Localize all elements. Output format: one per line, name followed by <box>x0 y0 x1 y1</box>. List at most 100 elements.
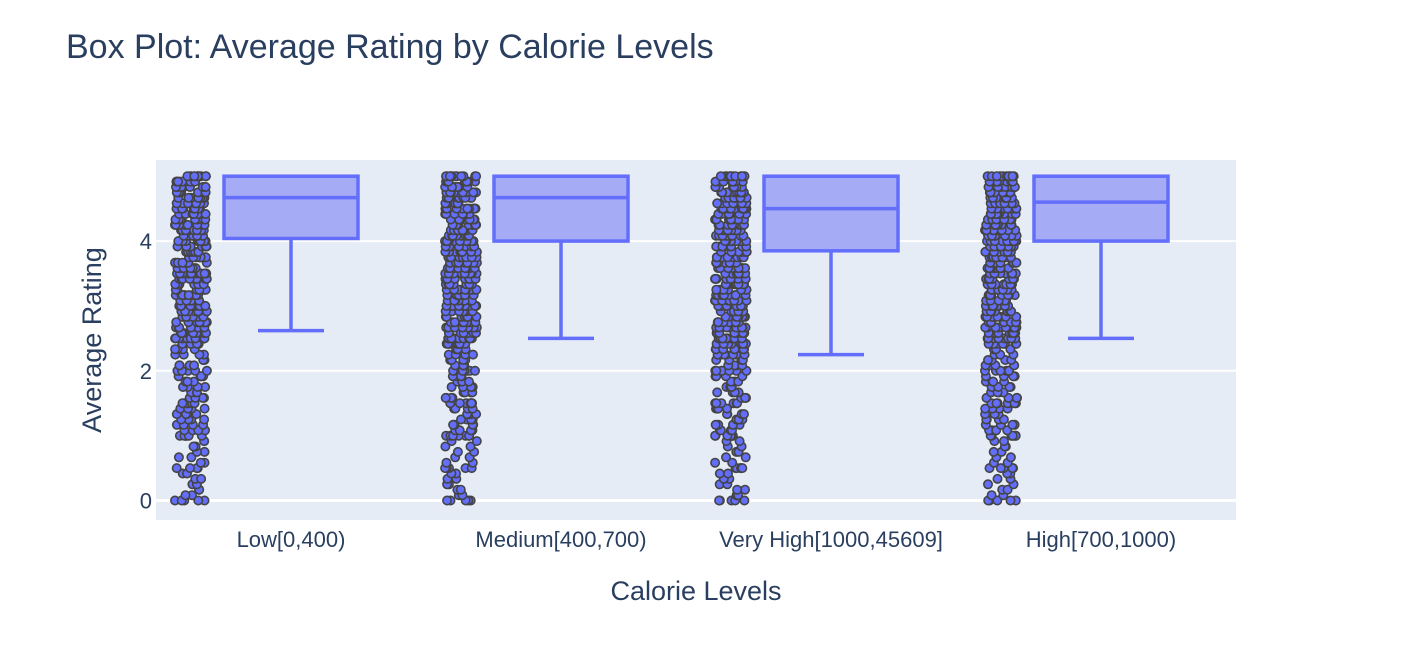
data-point <box>193 495 204 506</box>
data-point <box>988 376 999 387</box>
data-point <box>991 171 1002 182</box>
data-point <box>710 273 721 284</box>
data-point <box>986 490 997 501</box>
data-point <box>713 317 724 328</box>
data-point <box>177 257 188 268</box>
data-point <box>982 354 993 365</box>
y-tick-label: 0 <box>140 489 152 514</box>
data-point <box>712 198 723 209</box>
data-point <box>1007 171 1018 182</box>
data-point <box>456 171 467 182</box>
point-strip <box>439 171 482 506</box>
data-point <box>455 414 466 425</box>
data-point <box>732 484 743 495</box>
data-point <box>444 171 455 182</box>
data-point <box>177 398 188 409</box>
boxes <box>222 174 1170 357</box>
data-point <box>182 376 193 387</box>
data-point <box>988 446 999 457</box>
data-point <box>467 349 478 360</box>
data-point <box>183 290 194 301</box>
data-point <box>196 473 207 484</box>
data-point <box>712 387 723 398</box>
data-point <box>465 441 476 452</box>
data-point <box>471 171 482 182</box>
y-tick-label: 2 <box>140 359 152 384</box>
data-point <box>982 479 993 490</box>
data-point <box>440 392 451 403</box>
data-point <box>740 392 751 403</box>
data-point <box>738 409 749 420</box>
data-point <box>737 463 748 474</box>
data-point <box>200 300 211 311</box>
data-point <box>173 452 184 463</box>
x-tick-label: High[700,1000) <box>1026 527 1176 552</box>
data-point <box>442 495 453 506</box>
data-point <box>714 495 725 506</box>
data-point <box>199 403 210 414</box>
data-point <box>452 446 463 457</box>
data-point <box>463 376 474 387</box>
data-point <box>173 176 184 187</box>
data-point <box>714 468 725 479</box>
data-point <box>727 457 738 468</box>
data-point <box>454 398 465 409</box>
x-axis-title: Calorie Levels <box>610 576 781 606</box>
x-tick-label: Low[0,400) <box>237 527 346 552</box>
data-point <box>720 452 731 463</box>
data-point <box>441 457 452 468</box>
data-point <box>170 344 181 355</box>
data-point <box>466 398 477 409</box>
data-point <box>189 171 200 182</box>
data-point <box>199 414 210 425</box>
box-iqr <box>492 174 630 243</box>
data-point <box>182 219 193 230</box>
x-tick-label: Very High[1000,45609] <box>719 527 943 552</box>
data-points <box>170 171 1022 506</box>
chart-title: Box Plot: Average Rating by Calorie Leve… <box>66 28 714 66</box>
data-point <box>736 171 747 182</box>
data-point <box>468 187 479 198</box>
data-point <box>469 365 480 376</box>
data-point <box>200 171 211 182</box>
box-iqr <box>762 174 900 253</box>
data-point <box>449 317 460 328</box>
data-point <box>440 441 451 452</box>
data-point <box>1002 484 1013 495</box>
data-point <box>710 419 721 430</box>
data-point <box>991 398 1002 409</box>
data-point <box>189 360 200 371</box>
data-point <box>710 457 721 468</box>
box-iqr <box>1032 174 1170 243</box>
point-strip <box>709 171 752 506</box>
data-point <box>711 398 722 409</box>
data-point <box>180 490 191 501</box>
data-point <box>995 463 1006 474</box>
data-point <box>711 284 722 295</box>
data-point <box>448 419 459 430</box>
point-strip <box>170 171 212 506</box>
data-point <box>734 436 745 447</box>
x-tick-label: Medium[400,700) <box>475 527 646 552</box>
y-tick-label: 4 <box>140 229 152 254</box>
data-point <box>455 484 466 495</box>
data-point <box>200 182 211 193</box>
data-point <box>992 473 1003 484</box>
data-point <box>462 203 473 214</box>
data-point <box>171 463 182 474</box>
box-iqr <box>222 174 360 241</box>
data-point <box>1005 452 1016 463</box>
data-point <box>1005 495 1016 506</box>
data-point <box>174 360 185 371</box>
data-point <box>1007 419 1018 430</box>
data-point <box>1011 392 1022 403</box>
data-point <box>739 495 750 506</box>
data-point <box>201 365 212 376</box>
data-point <box>722 468 733 479</box>
data-point <box>471 436 482 447</box>
data-point <box>199 268 210 279</box>
data-point <box>740 452 751 463</box>
axis-ticks: 0 2 4 Low[0,400) Medium[400,700) Very High[10… <box>140 229 1176 552</box>
data-point <box>195 457 206 468</box>
